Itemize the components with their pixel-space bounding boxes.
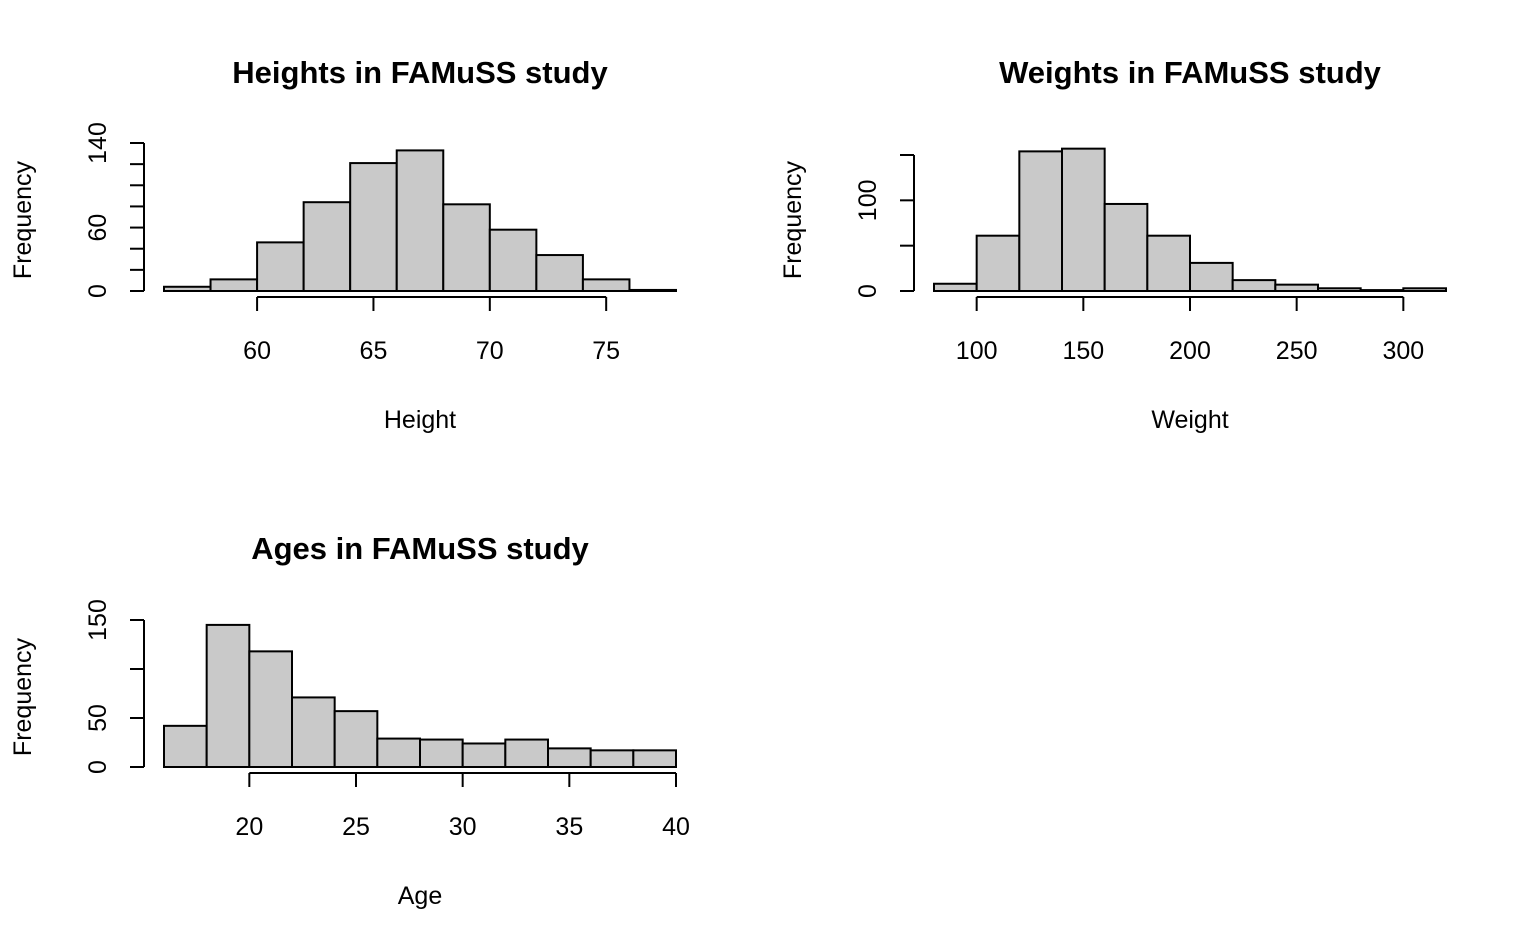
heights-bar [349, 162, 398, 292]
weights-x-tick-label: 100 [956, 337, 998, 365]
weights-bar [1061, 147, 1106, 292]
ages-y-tick-label: 50 [84, 704, 112, 732]
ages-y-axis: 0 50 150 [84, 599, 145, 774]
heights-y-axis: 0 60 140 [84, 122, 145, 298]
weights-bar [1359, 289, 1405, 292]
heights-bar [488, 228, 538, 292]
weights-chart-title: Weights in FAMuSS study [999, 55, 1382, 90]
heights-bar [581, 278, 631, 293]
weights-bar [1231, 279, 1277, 292]
ages-bar [547, 747, 592, 769]
heights-bar [302, 201, 352, 292]
ages-bar [632, 749, 677, 769]
ages-x-axis: 20 25 30 35 40 [235, 772, 690, 841]
ages-x-tick-label: 35 [555, 813, 583, 841]
weights-bar [933, 282, 978, 293]
ages-x-tick-label: 25 [342, 813, 370, 841]
heights-bar [209, 278, 259, 293]
ages-x-tick-label: 40 [662, 813, 690, 841]
weights-y-tick-label: 100 [854, 179, 882, 221]
weights-bar [975, 234, 1021, 292]
ages-bar [333, 710, 379, 769]
heights-histogram-panel: Heights in FAMuSS study Height Frequency… [9, 55, 677, 434]
heights-x-axis-label: Height [384, 406, 456, 434]
heights-x-tick-label: 60 [243, 337, 271, 365]
ages-bar [376, 737, 422, 769]
weights-x-axis: 100 150 200 250 300 [956, 296, 1424, 365]
ages-x-axis-label: Age [398, 882, 442, 910]
ages-bar [205, 623, 251, 769]
heights-x-tick-label: 70 [476, 337, 504, 365]
heights-x-tick-label: 65 [360, 337, 388, 365]
weights-bar [1189, 261, 1234, 293]
ages-chart-title: Ages in FAMuSS study [251, 531, 589, 566]
ages-histogram-panel: Ages in FAMuSS study Age Frequency 20 25 3… [9, 531, 690, 910]
heights-bar [628, 288, 677, 293]
heights-bar [535, 254, 584, 292]
ages-bar [461, 742, 507, 768]
weights-y-tick-label: 0 [854, 284, 882, 298]
weights-x-tick-label: 250 [1276, 337, 1318, 365]
weights-y-axis-label: Frequency [779, 160, 807, 279]
ages-y-tick-label: 150 [84, 599, 112, 641]
weights-bar [1402, 287, 1448, 292]
ages-bar [163, 724, 208, 769]
weights-bar [1274, 283, 1320, 292]
heights-y-tick-label: 0 [84, 284, 112, 298]
heights-y-tick-label: 140 [84, 122, 112, 164]
ages-y-tick-label: 0 [84, 760, 112, 774]
heights-x-tick-label: 75 [592, 337, 620, 365]
heights-x-axis: 60 65 70 75 [243, 296, 620, 365]
heights-chart-title: Heights in FAMuSS study [232, 55, 608, 90]
heights-bar [163, 285, 212, 292]
heights-bar [442, 203, 491, 292]
ages-bar [248, 650, 293, 768]
weights-x-tick-label: 150 [1062, 337, 1104, 365]
heights-bar [395, 149, 445, 292]
weights-bar [1146, 234, 1192, 292]
ages-bar [291, 696, 336, 768]
weights-histogram-panel: Weights in FAMuSS study Weight Frequency… [779, 55, 1448, 434]
weights-x-axis-label: Weight [1151, 406, 1228, 434]
weights-x-tick-label: 300 [1382, 337, 1424, 365]
ages-x-tick-label: 20 [235, 813, 263, 841]
weights-bars [933, 147, 1448, 293]
ages-x-tick-label: 30 [449, 813, 477, 841]
weights-y-axis: 0 100 [854, 154, 915, 298]
ages-bar [589, 749, 635, 769]
weights-x-tick-label: 200 [1169, 337, 1211, 365]
heights-y-axis-label: Frequency [9, 160, 37, 279]
ages-bars [163, 623, 677, 769]
ages-y-axis-label: Frequency [9, 637, 37, 756]
weights-bar [1103, 202, 1149, 293]
weights-bar [1317, 287, 1362, 292]
ages-bar [504, 738, 550, 768]
heights-y-tick-label: 60 [84, 214, 112, 242]
ages-bar [419, 738, 464, 768]
heights-bars [163, 149, 677, 293]
weights-bar [1018, 150, 1063, 292]
heights-bar [256, 241, 305, 292]
